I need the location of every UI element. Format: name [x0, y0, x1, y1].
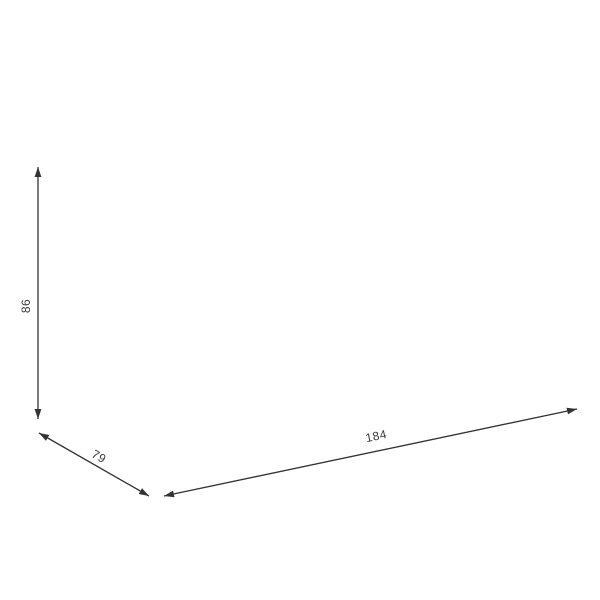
depth-dimension: 79 — [38, 432, 150, 497]
height-dimension-label: 86 — [19, 299, 33, 313]
width-dimension-label: 184 — [364, 427, 388, 445]
width-dimension-line — [163, 407, 578, 498]
width-dimension: 184 — [163, 407, 578, 498]
depth-dimension-label: 79 — [89, 447, 108, 466]
height-dimension: 86 — [19, 167, 42, 419]
depth-dimension-line — [38, 432, 150, 497]
